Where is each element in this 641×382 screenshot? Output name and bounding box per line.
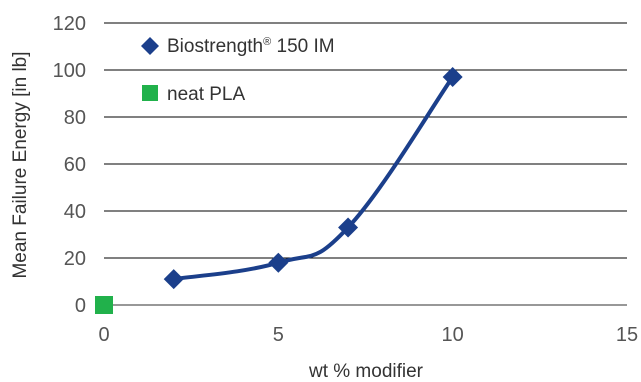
x-tick-label-15: 15 xyxy=(616,324,638,346)
x-axis-label: wt % modifier xyxy=(308,361,424,382)
data-point-diamond-1 xyxy=(268,252,289,273)
series-line-0 xyxy=(171,75,455,282)
legend-item-neat-pla: neat PLA xyxy=(142,84,245,105)
y-tick-label-0: 0 xyxy=(75,295,86,317)
legend-item-biostrength: Biostrength® 150 IM xyxy=(141,36,335,57)
legend-diamond-marker xyxy=(141,37,159,55)
y-tick-labels: 0 20 40 60 80 100 120 xyxy=(53,13,86,317)
data-point-diamond-2 xyxy=(338,217,359,238)
legend-square-marker xyxy=(142,85,158,101)
data-point-diamond-3 xyxy=(442,67,463,88)
y-tick-label-20: 20 xyxy=(64,248,86,270)
x-tick-label-10: 10 xyxy=(442,324,464,346)
grid-lines xyxy=(104,22,627,259)
y-tick-label-120: 120 xyxy=(53,13,86,35)
legend: Biostrength® 150 IM neat PLA xyxy=(141,36,335,105)
x-tick-label-0: 0 xyxy=(98,324,109,346)
series-layer xyxy=(95,67,463,314)
x-tick-label-5: 5 xyxy=(273,324,284,346)
y-tick-label-80: 80 xyxy=(64,107,86,129)
data-point-diamond-0 xyxy=(163,269,184,290)
y-axis-label: Mean Failure Energy [in lb] xyxy=(10,51,31,278)
x-tick-labels: 0 5 10 15 xyxy=(98,324,638,346)
legend-label-biostrength: Biostrength® 150 IM xyxy=(167,36,335,57)
y-tick-label-40: 40 xyxy=(64,201,86,223)
y-tick-label-60: 60 xyxy=(64,154,86,176)
data-point-square-0 xyxy=(95,296,113,314)
legend-label-neat-pla: neat PLA xyxy=(167,84,245,105)
y-tick-label-100: 100 xyxy=(53,60,86,82)
